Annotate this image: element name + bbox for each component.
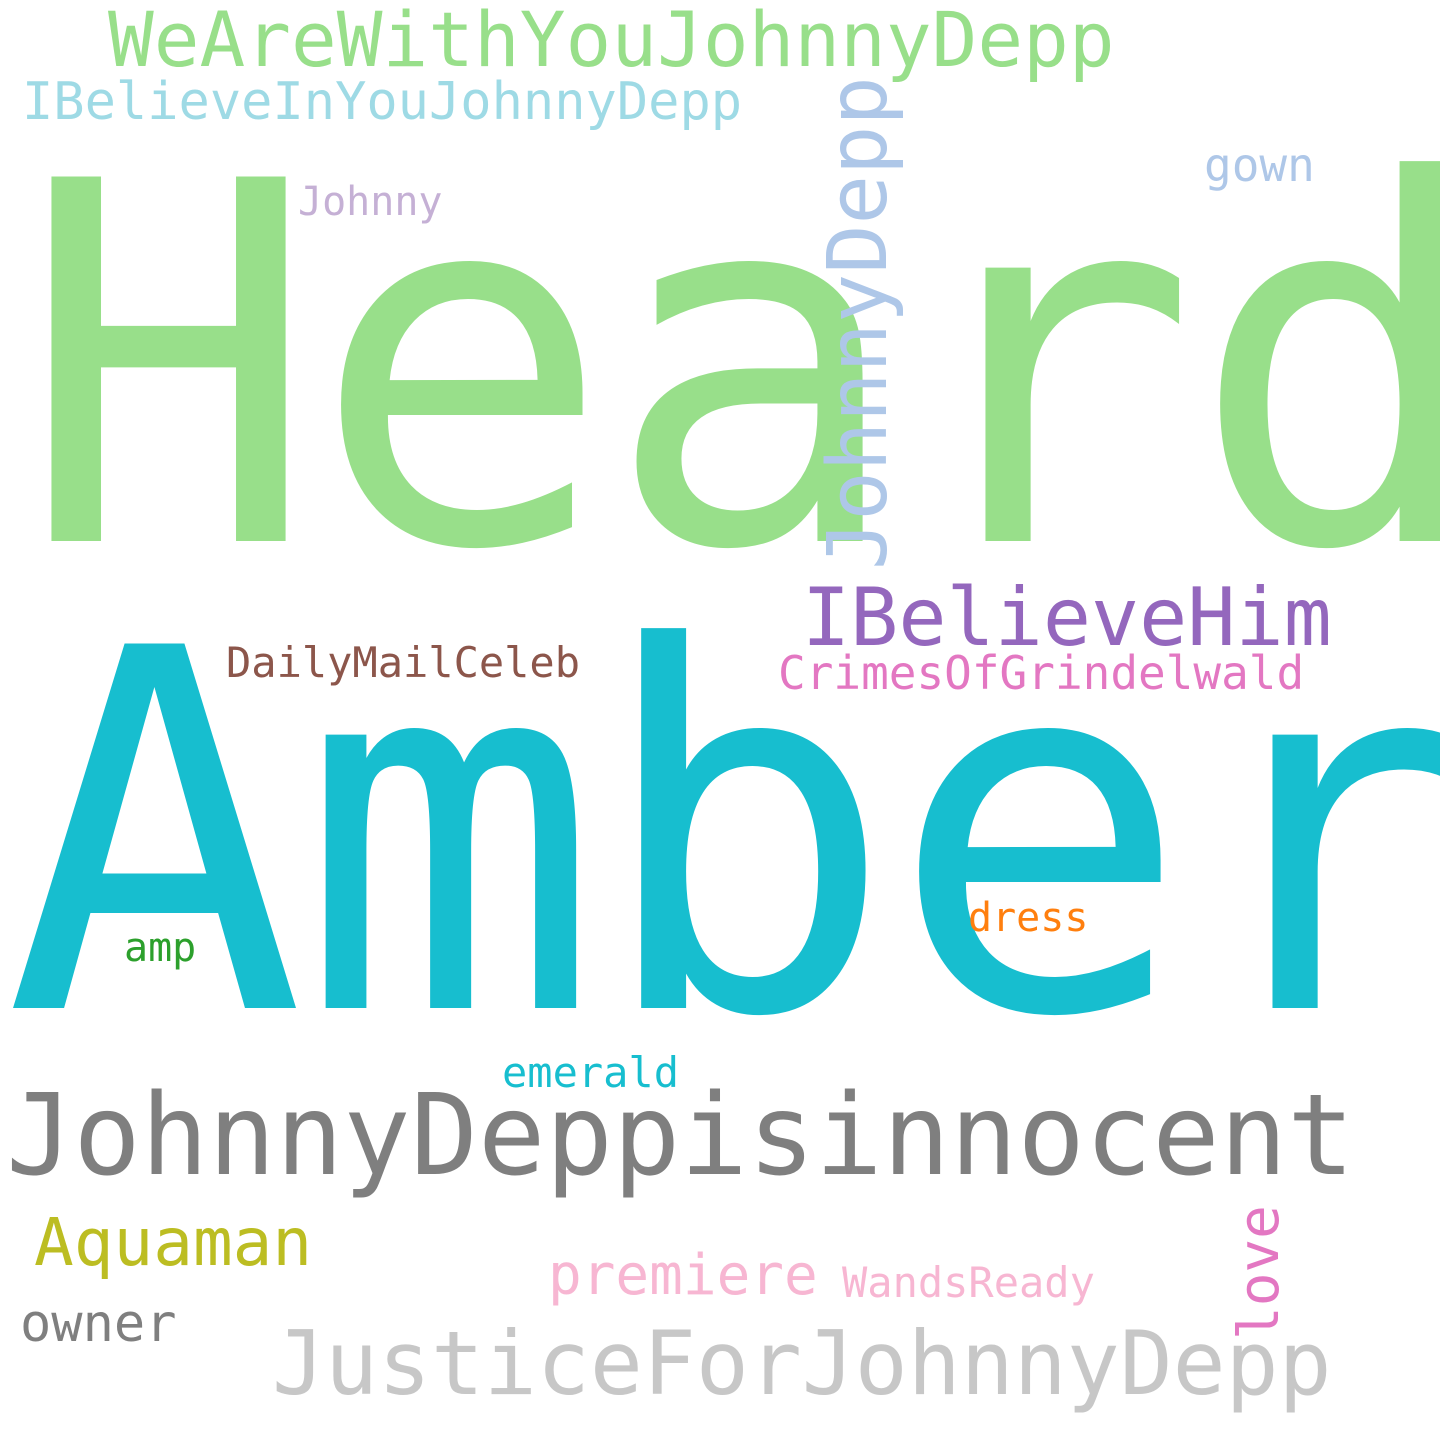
word-johnny-depp-is-innocent: JohnnyDeppisinnocent — [6, 1071, 1355, 1201]
word-heard: Heard — [18, 77, 1440, 659]
word-crimes-of-grindelwald: CrimesOfGrindelwald — [778, 646, 1305, 700]
word-johnny: Johnny — [298, 179, 443, 225]
word-justice-for-johnny-depp: JusticeForJohnnyDepp — [272, 1312, 1332, 1415]
word-aquaman: Aquaman — [34, 1204, 313, 1281]
word-wands-ready: WandsReady — [842, 1258, 1095, 1307]
word-emerald: emerald — [502, 1048, 680, 1097]
word-johnny-depp: JohnnyDepp — [811, 76, 906, 570]
word-i-believe-him: IBelieveHim — [802, 571, 1332, 664]
word-premiere: premiere — [548, 1243, 818, 1308]
word-we-are-with-you-johnny-depp: WeAreWithYouJohnnyDepp — [108, 0, 1115, 84]
word-gown: gown — [1204, 138, 1315, 192]
word-amp: amp — [124, 925, 197, 971]
word-daily-mail-celeb: DailyMailCeleb — [226, 638, 581, 687]
word-i-believe-in-you-johnny-depp: IBelieveInYouJohnnyDepp — [22, 72, 743, 132]
word-amber: Amber — [4, 544, 1440, 1126]
word-dress: dress — [968, 895, 1089, 941]
word-owner: owner — [20, 1294, 177, 1354]
